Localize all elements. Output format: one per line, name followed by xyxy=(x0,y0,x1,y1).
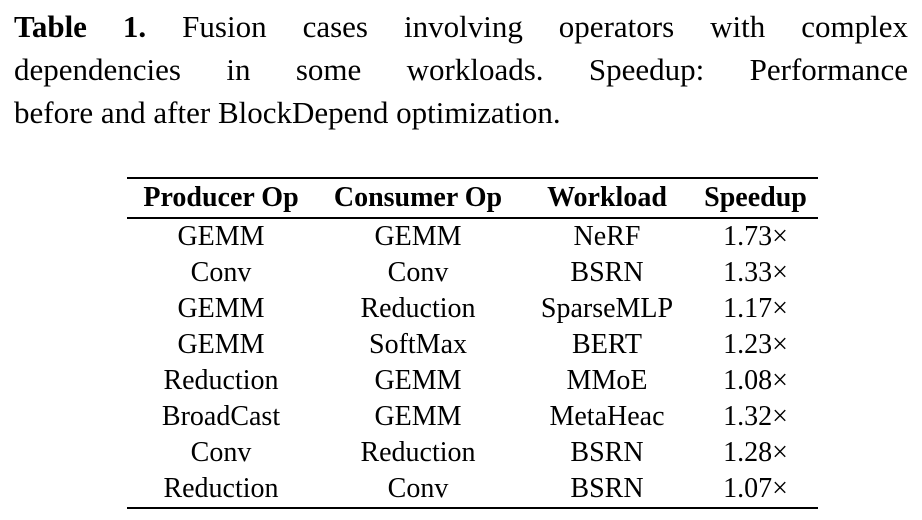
cell-workload: SparseMLP xyxy=(540,293,674,324)
caption-label: Table 1. xyxy=(14,9,147,44)
table-row: GEMM Reduction SparseMLP 1.17× xyxy=(127,291,818,327)
cell-workload: BSRN xyxy=(570,257,644,288)
cell-workload: BSRN xyxy=(521,471,693,509)
header-cell-workload: Workload xyxy=(521,177,693,219)
cell-speedup: 1.32× xyxy=(723,401,788,432)
header-cell-consumer-op: Consumer Op xyxy=(315,177,521,219)
cell-speedup: 1.23× xyxy=(723,329,788,360)
table-row: Reduction Conv BSRN 1.07× xyxy=(127,471,818,509)
cell-consumer: GEMM xyxy=(374,401,462,432)
cell-consumer: Conv xyxy=(387,257,449,288)
cell-speedup: 1.73× xyxy=(723,221,788,252)
cell-producer: GEMM xyxy=(177,221,265,252)
caption-line-1-text: Fusion cases involving operators with co… xyxy=(146,9,908,44)
table-row: Reduction GEMM MMoE 1.08× xyxy=(127,363,818,399)
cell-speedup: 1.33× xyxy=(723,257,788,288)
cell-speedup: 1.08× xyxy=(723,365,788,396)
caption-line-3: before and after BlockDepend optimizatio… xyxy=(14,95,561,130)
cell-consumer: GEMM xyxy=(374,365,462,396)
header-cell-speedup: Speedup xyxy=(693,177,818,219)
cell-workload: MetaHeac xyxy=(549,401,665,432)
fusion-cases-table: Producer Op Consumer Op Workload Speedup… xyxy=(127,177,818,509)
cell-workload: NeRF xyxy=(573,221,641,252)
cell-workload: BSRN xyxy=(570,437,644,468)
cell-producer: Conv xyxy=(190,437,252,468)
table-row: GEMM SoftMax BERT 1.23× xyxy=(127,327,818,363)
cell-consumer: Reduction xyxy=(360,437,476,468)
cell-producer: GEMM xyxy=(177,329,265,360)
table-row: Conv Conv BSRN 1.33× xyxy=(127,255,818,291)
cell-speedup: 1.28× xyxy=(723,437,788,468)
cell-producer: GEMM xyxy=(177,293,265,324)
table-caption: Table 1. Fusion cases involving operator… xyxy=(0,0,922,134)
cell-consumer: Conv xyxy=(315,471,521,509)
cell-producer: Conv xyxy=(190,257,252,288)
cell-workload: BERT xyxy=(572,329,642,360)
caption-line-1: Table 1. Fusion cases involving operator… xyxy=(14,5,908,48)
cell-speedup: 1.17× xyxy=(723,293,788,324)
cell-producer: Reduction xyxy=(163,365,279,396)
cell-workload: MMoE xyxy=(566,365,648,396)
cell-consumer: GEMM xyxy=(374,221,462,252)
caption-line-2: dependencies in some workloads. Speedup:… xyxy=(14,52,908,87)
cell-producer: BroadCast xyxy=(161,401,281,432)
cell-consumer: Reduction xyxy=(360,293,476,324)
cell-producer: Reduction xyxy=(127,471,315,509)
cell-speedup: 1.07× xyxy=(693,471,818,509)
table-row: GEMM GEMM NeRF 1.73× xyxy=(127,218,818,255)
cell-consumer: SoftMax xyxy=(369,329,467,360)
header-cell-producer-op: Producer Op xyxy=(127,177,315,219)
table-row: BroadCast GEMM MetaHeac 1.32× xyxy=(127,399,818,435)
header-row: Producer Op Consumer Op Workload Speedup xyxy=(127,177,818,219)
table-row: Conv Reduction BSRN 1.28× xyxy=(127,435,818,471)
